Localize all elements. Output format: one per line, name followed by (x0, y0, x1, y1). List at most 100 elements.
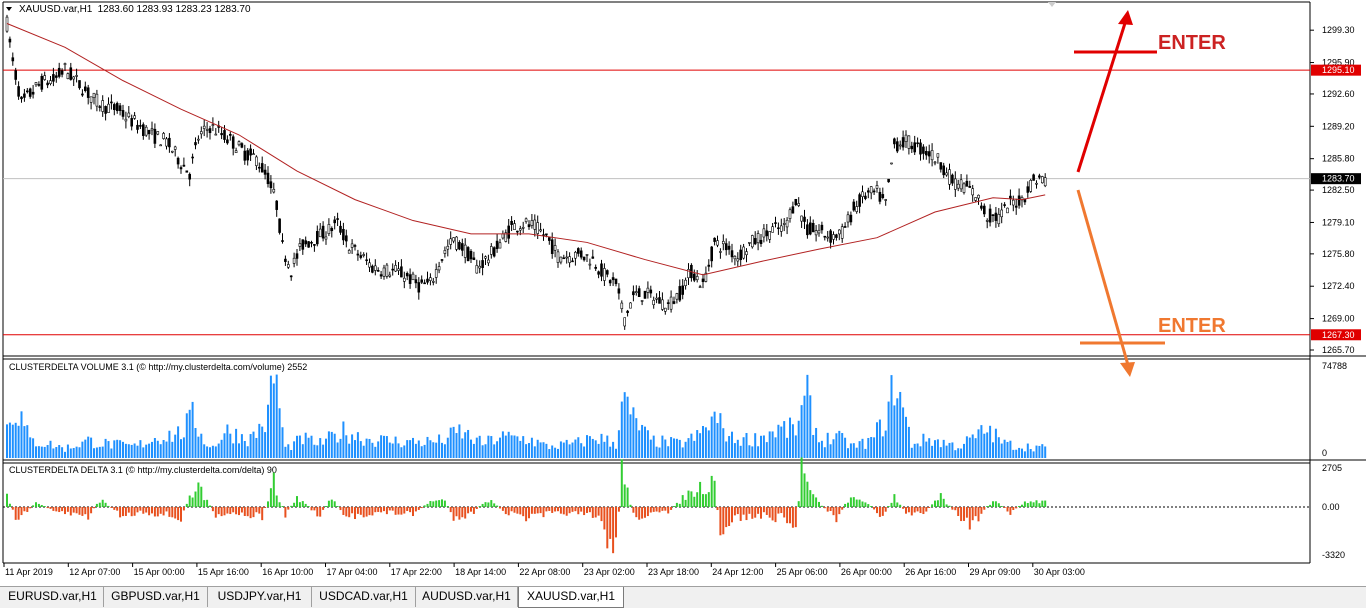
tab-xauusd[interactable]: XAUUSD.var,H1 (518, 587, 624, 608)
volume-bar (226, 424, 229, 458)
delta-bar-positive (490, 500, 493, 507)
volume-bar (1041, 444, 1044, 458)
volume-bar (258, 423, 261, 458)
time-tick-label: 29 Apr 09:00 (970, 567, 1021, 577)
delta-bar-negative (214, 507, 217, 518)
volume-bar (493, 444, 496, 458)
volume-bar (876, 422, 878, 458)
candle-body (611, 277, 615, 281)
volume-bar (214, 446, 217, 458)
delta-bar-negative (116, 507, 119, 511)
candle-body (489, 246, 493, 255)
delta-bar-negative (606, 507, 609, 549)
candle-body (518, 228, 522, 231)
delta-bar-negative (87, 507, 90, 520)
candle-body (1003, 204, 1006, 206)
candle-body (185, 170, 189, 173)
delta-bar-negative (530, 507, 533, 514)
volume-bar (290, 449, 293, 458)
delta-bar-negative (826, 507, 829, 512)
candle-body (86, 87, 90, 98)
candle-body (359, 255, 363, 258)
volume-bar (609, 446, 612, 458)
delta-bar-negative (145, 507, 148, 513)
candle-body (84, 86, 87, 91)
volume-bar (849, 443, 852, 458)
candle-body (423, 282, 426, 285)
candle-body (75, 75, 78, 77)
volume-bar (820, 440, 823, 458)
tab-eurusd[interactable]: EURUSD.var,H1 (2, 587, 104, 607)
candle-body (391, 268, 395, 271)
volume-bar (293, 441, 296, 458)
candle-body (382, 267, 386, 277)
volume-bar (612, 441, 615, 458)
candle-body (672, 301, 676, 304)
volume-bar (104, 438, 107, 458)
delta-bar-negative (49, 507, 52, 509)
delta-bar-negative (786, 507, 789, 524)
volume-bar (58, 445, 61, 458)
candle-body (571, 260, 574, 263)
candle-body (463, 244, 467, 258)
delta-bar-negative (536, 507, 539, 514)
volume-bar (478, 435, 481, 458)
volume-bar (954, 450, 957, 458)
volume-bar (432, 442, 435, 458)
candle-body (959, 179, 963, 190)
tab-usdcad[interactable]: USDCAD.var,H1 (312, 587, 416, 607)
volume-bar (406, 440, 409, 458)
delta-bar-negative (11, 507, 14, 510)
candle-body (843, 226, 847, 228)
volume-bar (989, 425, 992, 458)
candle-body (263, 169, 267, 175)
volume-bar (14, 422, 17, 458)
candle-body (449, 238, 453, 245)
volume-bar (133, 443, 136, 458)
candle-body (52, 74, 55, 82)
delta-bar-negative (345, 507, 348, 517)
tab-usdjpy[interactable]: USDJPY.var,H1 (208, 587, 312, 607)
volume-bar (510, 435, 513, 458)
volume-bar (232, 443, 235, 458)
delta-bar-positive (1021, 504, 1023, 507)
tab-gbpusd[interactable]: GBPUSD.var,H1 (104, 587, 208, 607)
volume-bar (267, 404, 269, 458)
candle-body (768, 231, 772, 240)
delta-bar-negative (925, 507, 928, 512)
volume-bar (806, 374, 809, 458)
candle-body (226, 139, 229, 144)
volume-bar (455, 433, 458, 458)
candle-body (101, 100, 104, 112)
volume-bar (655, 446, 658, 458)
volume-bar (974, 438, 977, 458)
delta-bar-negative (23, 507, 26, 512)
delta-bar-negative (728, 507, 731, 527)
volume-bar (351, 434, 354, 458)
volume-axis-max: 74788 (1322, 361, 1347, 371)
delta-bar-negative (159, 507, 162, 514)
volume-bar (803, 395, 806, 458)
volume-bar (670, 437, 673, 458)
candle-body (176, 157, 180, 165)
volume-bar (826, 432, 829, 458)
tab-audusd[interactable]: AUDUSD.var,H1 (416, 587, 518, 607)
volume-bar (426, 436, 429, 458)
candle-body (539, 229, 542, 232)
window-menu-icon[interactable] (6, 7, 12, 11)
delta-bar-negative (519, 507, 522, 515)
candle-body (904, 134, 908, 142)
volume-bar (69, 448, 72, 458)
candle-body (782, 223, 786, 225)
candle-body (307, 241, 310, 248)
volume-bar (893, 405, 896, 458)
volume-bar (26, 425, 29, 458)
chart-canvas[interactable]: XAUUSD.var,H1 1283.60 1283.93 1283.23 128… (0, 0, 1366, 586)
candle-body (292, 257, 296, 264)
volume-bar (835, 433, 838, 458)
delta-bar-negative (397, 507, 400, 515)
candle-body (794, 198, 798, 206)
delta-bar-positive (1044, 500, 1047, 507)
volume-bar (420, 446, 423, 458)
delta-bar-negative (971, 507, 974, 521)
